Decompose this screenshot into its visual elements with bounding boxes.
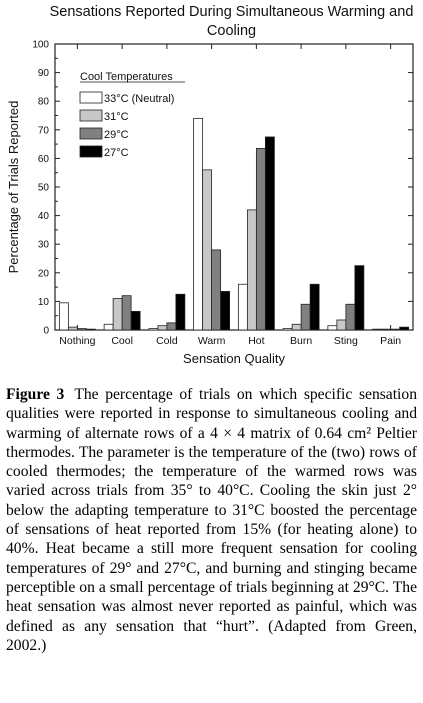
bar — [193, 117, 204, 331]
x-tick-label: Warm — [198, 335, 226, 347]
bar — [130, 311, 141, 331]
x-tick-label: Nothing — [59, 335, 95, 347]
bar — [237, 283, 248, 331]
legend-swatch — [79, 91, 103, 104]
legend-swatch — [79, 127, 103, 140]
bar — [112, 298, 123, 331]
y-tick-label: 10 — [38, 297, 50, 308]
bar — [300, 303, 311, 331]
legend-label: 31°C — [104, 111, 129, 123]
bar — [103, 323, 114, 331]
x-axis-label: Sensation Quality — [183, 351, 285, 366]
bar — [264, 136, 275, 331]
bar — [255, 147, 266, 331]
bar — [211, 249, 222, 331]
bar — [291, 323, 302, 331]
y-tick-label: 60 — [38, 154, 50, 165]
bar — [282, 328, 293, 331]
bar — [309, 283, 320, 331]
x-tick-label: Sting — [334, 335, 358, 347]
bar-chart: 0 10 20 30 40 50 60 70 80 90 100 Nothing Cool Cold War… — [6, 40, 414, 366]
caption-text: The percentage of trials on which specif… — [6, 386, 417, 654]
legend-label: 29°C — [104, 129, 129, 141]
y-tick-label: 70 — [38, 125, 50, 136]
legend-label: 33°C (Neutral) — [104, 93, 174, 105]
chart-title: Sensations Reported During Simultaneous … — [49, 4, 414, 39]
y-tick-label: 20 — [38, 268, 50, 279]
legend-title: Cool Temperatures — [80, 71, 173, 83]
bar — [175, 293, 186, 331]
bar — [67, 326, 78, 331]
figure-caption: Figure 3 The percentage of trials on whic… — [6, 385, 417, 655]
bar — [166, 322, 177, 331]
chart-figure: Sensations Reported During Simultaneous … — [6, 4, 414, 366]
bar — [85, 328, 96, 331]
bar — [58, 302, 69, 331]
bar — [345, 303, 356, 331]
y-tick-label: 100 — [32, 40, 49, 51]
bar — [121, 295, 132, 331]
x-tick-label: Cool — [111, 335, 133, 347]
legend-label: 27°C — [104, 147, 129, 159]
x-tick-label: Burn — [290, 335, 312, 347]
x-tick-label: Hot — [248, 335, 264, 347]
bar — [381, 328, 392, 331]
bar — [336, 319, 347, 331]
bar — [390, 328, 401, 331]
bar — [202, 169, 213, 331]
bar — [220, 290, 231, 331]
figure-label: Figure 3 — [6, 386, 65, 403]
bar — [148, 328, 159, 331]
y-tick-label: 80 — [38, 97, 50, 108]
bar — [327, 325, 338, 331]
y-tick-label: 30 — [38, 240, 50, 251]
bar — [76, 328, 87, 331]
y-tick-label: 50 — [38, 183, 50, 194]
x-tick-label: Pain — [380, 335, 401, 347]
legend-swatch — [79, 145, 103, 158]
bar — [399, 326, 410, 331]
bar — [354, 265, 365, 331]
y-tick-label: 0 — [43, 326, 49, 337]
bar — [157, 325, 168, 331]
x-tick-label: Cold — [156, 335, 178, 347]
y-axis-label: Percentage of Trials Reported — [6, 101, 21, 274]
legend-swatch — [79, 109, 103, 122]
bar — [372, 328, 383, 331]
y-tick-label: 40 — [38, 211, 50, 222]
bar — [246, 209, 257, 331]
y-tick-label: 90 — [38, 68, 50, 79]
